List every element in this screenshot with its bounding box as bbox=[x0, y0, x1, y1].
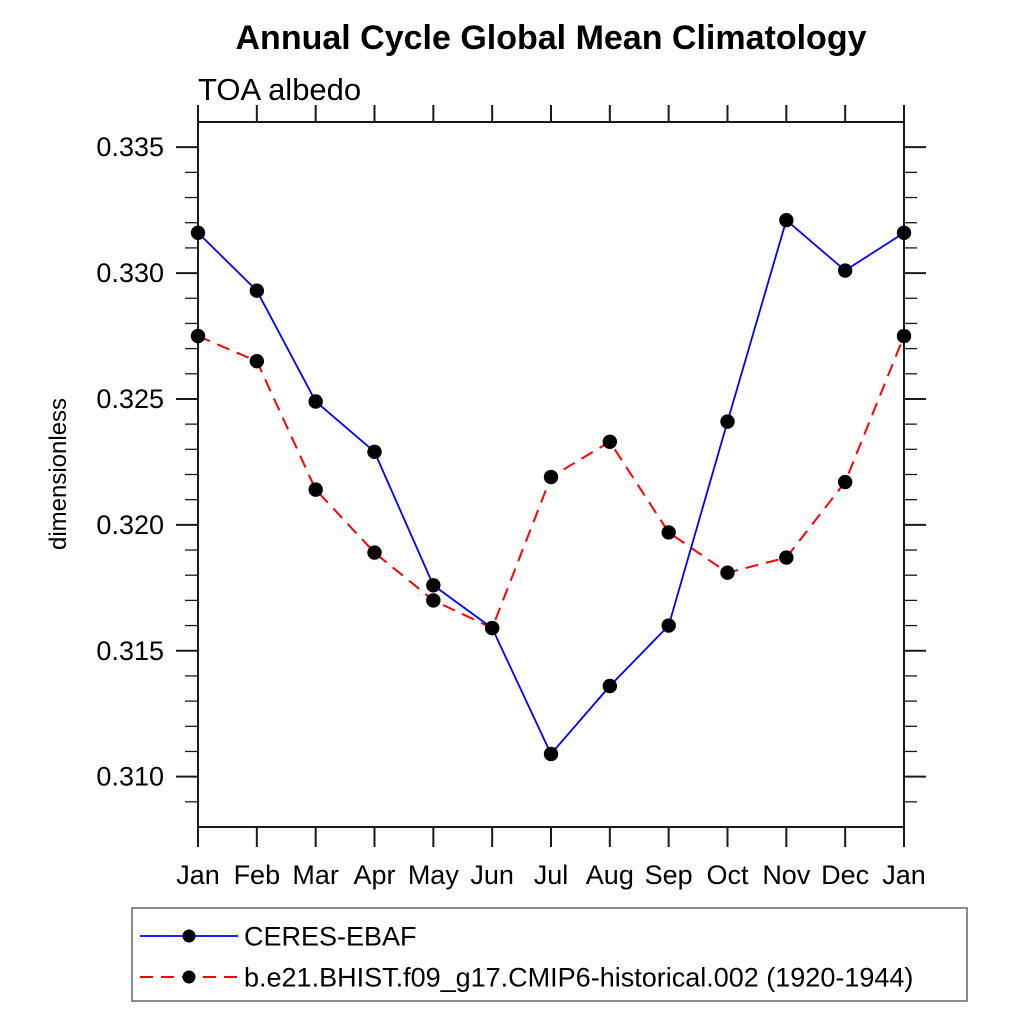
x-tick-label: Jan bbox=[882, 860, 926, 890]
data-point-marker bbox=[720, 414, 735, 429]
y-axis-label: dimensionless bbox=[45, 398, 72, 550]
data-point-marker bbox=[661, 618, 676, 633]
data-point-marker bbox=[602, 434, 618, 449]
data-point-marker bbox=[602, 678, 618, 694]
chart-title: Annual Cycle Global Mean Climatology bbox=[236, 19, 867, 57]
x-tick-label: May bbox=[408, 860, 460, 890]
x-tick-label: Jun bbox=[470, 860, 514, 890]
y-tick-label: 0.315 bbox=[96, 636, 164, 666]
data-point-marker bbox=[367, 545, 382, 560]
y-tick-label: 0.335 bbox=[96, 132, 164, 162]
legend-marker bbox=[182, 929, 196, 943]
legend-label: CERES-EBAF bbox=[244, 922, 417, 952]
data-point-marker bbox=[367, 444, 382, 460]
plot-area: 0.310 0.315 0.320 0.325 0.330 0.335 Jan Feb Mar A… bbox=[96, 105, 926, 890]
data-point-marker bbox=[308, 482, 323, 497]
data-point-marker bbox=[661, 525, 676, 540]
y-tick-label: 0.310 bbox=[96, 762, 164, 792]
legend-label: b.e21.BHIST.f09_g17.CMIP6-historical.002… bbox=[244, 963, 913, 993]
x-tick-label: Nov bbox=[762, 860, 811, 890]
chart-subtitle: TOA albedo bbox=[198, 72, 361, 107]
data-point-marker bbox=[426, 578, 441, 593]
data-point-marker bbox=[543, 469, 559, 485]
x-tick-label: Apr bbox=[353, 860, 395, 890]
series-line-ceres-ebaf bbox=[197, 218, 905, 756]
data-point-marker bbox=[896, 225, 912, 240]
data-point-marker bbox=[779, 550, 794, 565]
data-point-marker bbox=[426, 593, 441, 608]
x-tick-label: Aug bbox=[586, 860, 634, 890]
data-point-marker bbox=[308, 394, 323, 409]
data-point-marker bbox=[837, 263, 853, 278]
x-tick-label: Dec bbox=[821, 860, 869, 890]
x-tick-label: Feb bbox=[234, 860, 281, 890]
x-tick-label: Sep bbox=[645, 860, 693, 890]
legend: CERES-EBAF b.e21.BHIST.f09_g17.CMIP6-hist… bbox=[131, 907, 968, 1002]
x-tick-label: Oct bbox=[706, 860, 749, 890]
data-point-marker bbox=[190, 328, 206, 344]
data-point-marker bbox=[720, 565, 735, 580]
data-point-marker bbox=[484, 620, 500, 636]
legend-box bbox=[131, 907, 968, 1002]
y-tick-label: 0.320 bbox=[96, 510, 164, 540]
data-point-marker bbox=[249, 283, 265, 298]
y-tick-label: 0.330 bbox=[96, 258, 164, 288]
data-point-marker bbox=[837, 474, 853, 490]
x-tick-label: Jul bbox=[534, 860, 569, 890]
x-tick-label: Mar bbox=[292, 860, 339, 890]
x-tick-label: Jan bbox=[176, 860, 220, 890]
data-point-marker bbox=[779, 212, 794, 228]
legend-marker bbox=[182, 970, 196, 984]
data-point-marker bbox=[543, 746, 559, 762]
data-point-marker bbox=[190, 225, 206, 240]
data-point-marker bbox=[249, 353, 265, 369]
data-point-marker bbox=[896, 328, 912, 344]
y-tick-label: 0.325 bbox=[96, 384, 164, 414]
